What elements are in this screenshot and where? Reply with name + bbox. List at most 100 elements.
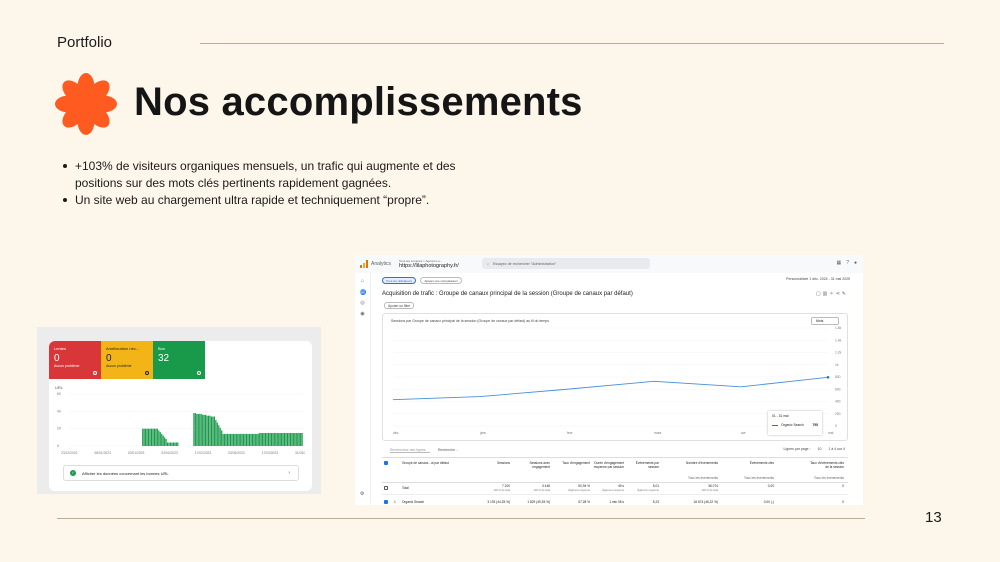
- all-users-chip[interactable]: Tous les utilisateurs: [382, 277, 417, 284]
- bar: [212, 416, 214, 446]
- account-selector[interactable]: Tous les comptes > Agence Lo... https://…: [399, 259, 459, 269]
- bar: [273, 433, 275, 446]
- bar: [253, 433, 255, 446]
- bar: [175, 442, 177, 446]
- gear-icon[interactable]: ⚙: [360, 491, 365, 497]
- search-input[interactable]: ⌕ Essayez de rechercher "Administration": [482, 258, 650, 269]
- data-point[interactable]: [826, 376, 830, 379]
- add-filter-button[interactable]: Ajouter un filtre: [384, 302, 415, 309]
- column-header[interactable]: Sessions: [497, 461, 510, 465]
- x-tick-label: 17/03/2023: [262, 451, 279, 455]
- advertising-icon[interactable]: ◉: [360, 311, 365, 317]
- bar: [200, 413, 202, 446]
- bar: [294, 433, 296, 446]
- compare-icon[interactable]: ▢: [815, 291, 823, 297]
- bar: [250, 433, 252, 446]
- bar: [218, 425, 220, 446]
- account-breadcrumb: Tous les comptes > Agence Lo...: [399, 259, 443, 263]
- column-header[interactable]: Événements par session: [635, 461, 659, 469]
- series-swatch: [772, 424, 778, 426]
- bar: [229, 433, 232, 446]
- bar: [193, 413, 195, 446]
- total-value: 50,94 %: [578, 484, 590, 488]
- granularity-select[interactable]: Mois: [811, 317, 839, 325]
- column-header[interactable]: Taux d'événements clés de la session: [810, 461, 844, 469]
- column-header[interactable]: Taux d'engagement: [562, 461, 590, 465]
- row-checkbox[interactable]: [384, 486, 388, 490]
- y-tick-label: 400: [835, 400, 841, 404]
- column-subheader[interactable]: Tous les événements: [688, 476, 718, 480]
- tile-good[interactable]: Bon 32: [153, 341, 205, 379]
- bar: [300, 433, 302, 446]
- row-dimension[interactable]: Organic Search: [402, 500, 425, 504]
- good-urls-link[interactable]: ✓ Afficher les données concernant les bo…: [63, 465, 299, 481]
- bar: [162, 435, 164, 446]
- help-icon[interactable]: ?: [846, 260, 849, 266]
- cell-value: 1 829 (49,35 %): [527, 500, 550, 504]
- x-tick-label: mai: [828, 431, 834, 435]
- tile-slow[interactable]: Lentes 0 Aucun problème: [49, 341, 101, 379]
- asterisk-flower-icon: [55, 73, 117, 135]
- bar: [207, 415, 210, 446]
- tile-sub: Aucun problème: [54, 364, 80, 368]
- insights-icon[interactable]: ✧: [829, 291, 836, 297]
- sessions-line-chart: 1,6k 1,4k 1,2k 1k 800 600 400 200 0 déc. janv. févr…: [392, 326, 842, 435]
- tile-value: 32: [158, 353, 170, 364]
- bar: [197, 413, 199, 446]
- date-range-picker[interactable]: Personnalisée 1 déc. 2024 - 31 mai 2025: [786, 277, 850, 281]
- table-row: Total 7 200 100 % du total 3 448 100 % du t…: [382, 483, 848, 495]
- bar: [199, 413, 201, 446]
- bar: [165, 439, 167, 446]
- bar: [196, 413, 198, 446]
- total-value: 0,00: [767, 484, 774, 488]
- explore-icon[interactable]: ◎: [360, 300, 365, 306]
- header-divider: [200, 43, 944, 44]
- column-subheader[interactable]: Tous les événements: [814, 476, 844, 480]
- x-tick-label: 17/02/2023: [195, 451, 212, 455]
- column-header[interactable]: Sessions avec engagement: [529, 461, 550, 469]
- report-title: Acquisition de trafic : Groupe de canaux…: [382, 291, 633, 297]
- row-number: 1: [394, 500, 396, 504]
- row-checkbox[interactable]: [384, 500, 388, 504]
- column-header[interactable]: Événements clés: [749, 461, 774, 465]
- bar: [275, 433, 277, 446]
- column-header[interactable]: Nombre d'événements: [686, 461, 718, 465]
- bar: [205, 414, 207, 446]
- bar: [254, 433, 256, 446]
- chart-icon[interactable]: ▥: [822, 291, 830, 297]
- bar: [262, 433, 264, 446]
- y-tick-label: 200: [835, 412, 841, 416]
- bar: [286, 433, 289, 446]
- table-search-label[interactable]: Recherche...: [438, 448, 458, 452]
- core-web-vitals-card: Lentes 0 Aucun problème Amélioration néc…: [49, 341, 312, 491]
- edit-icon[interactable]: ✎: [841, 291, 848, 297]
- y-tick-label: 40: [57, 409, 61, 413]
- bar: [240, 433, 242, 446]
- bar: [256, 433, 258, 446]
- bar: [209, 415, 211, 446]
- x-tick-label: déc.: [393, 431, 399, 435]
- dimension-header[interactable]: Groupe de canaux...ut par défaut: [402, 461, 449, 465]
- column-header[interactable]: Durée d'engagement moyenne par session: [593, 461, 624, 469]
- column-subheader[interactable]: Tous les événements: [744, 476, 774, 480]
- share-icon[interactable]: ⋖: [835, 291, 842, 297]
- analytics-screenshot: Analytics Tous les comptes > Agence Lo..…: [355, 255, 863, 505]
- tile-needs-improvement[interactable]: Amélioration néc... 0 Aucun problème: [101, 341, 153, 379]
- reports-icon[interactable]: ▤: [359, 289, 366, 295]
- add-comparison-chip[interactable]: Ajouter une comparaison: [420, 277, 462, 284]
- home-icon[interactable]: ⌂: [360, 278, 365, 284]
- bar: [168, 442, 170, 446]
- avatar[interactable]: ●: [853, 260, 857, 266]
- data-table: Recherchez des lignes Recherche... Ligne…: [382, 445, 848, 505]
- bar: [276, 433, 278, 446]
- rows-per-page-select[interactable]: 10: [817, 447, 822, 451]
- table-search-input[interactable]: Recherchez des lignes: [390, 448, 430, 453]
- apps-grid-icon[interactable]: ▦: [836, 260, 842, 266]
- bar: [164, 437, 166, 446]
- tooltip-date: 01 - 31 mai: [772, 414, 789, 418]
- bar: [301, 433, 303, 446]
- left-nav: ⌂ ▤ ◎ ◉: [355, 273, 371, 505]
- bar: [166, 442, 169, 446]
- select-all-checkbox[interactable]: [384, 461, 388, 465]
- bar: [289, 433, 292, 446]
